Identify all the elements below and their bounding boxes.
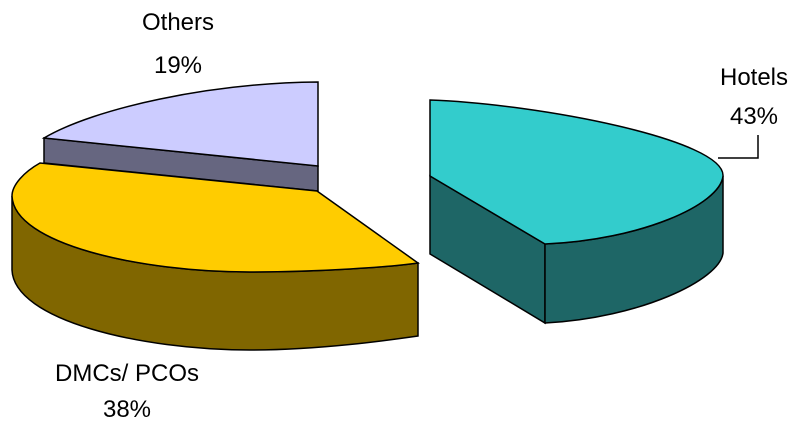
- label-hotels-name: Hotels: [720, 64, 788, 91]
- pie-slice-hotels: [429, 99, 724, 325]
- label-dmcs-pcos-name: DMCs/ PCOs: [55, 360, 199, 387]
- pie-slice-dmcs-pcos-top: [11, 162, 420, 273]
- label-dmcs-pcos-value: 38%: [103, 396, 151, 423]
- pie-slice-hotels-top: [429, 99, 724, 245]
- label-others: Others 19%: [142, 9, 214, 79]
- label-hotels: Hotels 43%: [720, 64, 788, 130]
- pie-slice-others: [41, 81, 319, 192]
- label-hotels-value: 43%: [730, 103, 778, 130]
- label-others-name: Others: [142, 9, 214, 36]
- label-dmcs-pcos: DMCs/ PCOs 38%: [55, 360, 199, 423]
- pie-slice-others-top: [41, 81, 319, 167]
- hotels-leader-line: [718, 135, 759, 159]
- pie-slice-dmcs-pcos: [11, 162, 420, 351]
- label-others-value: 19%: [154, 52, 202, 79]
